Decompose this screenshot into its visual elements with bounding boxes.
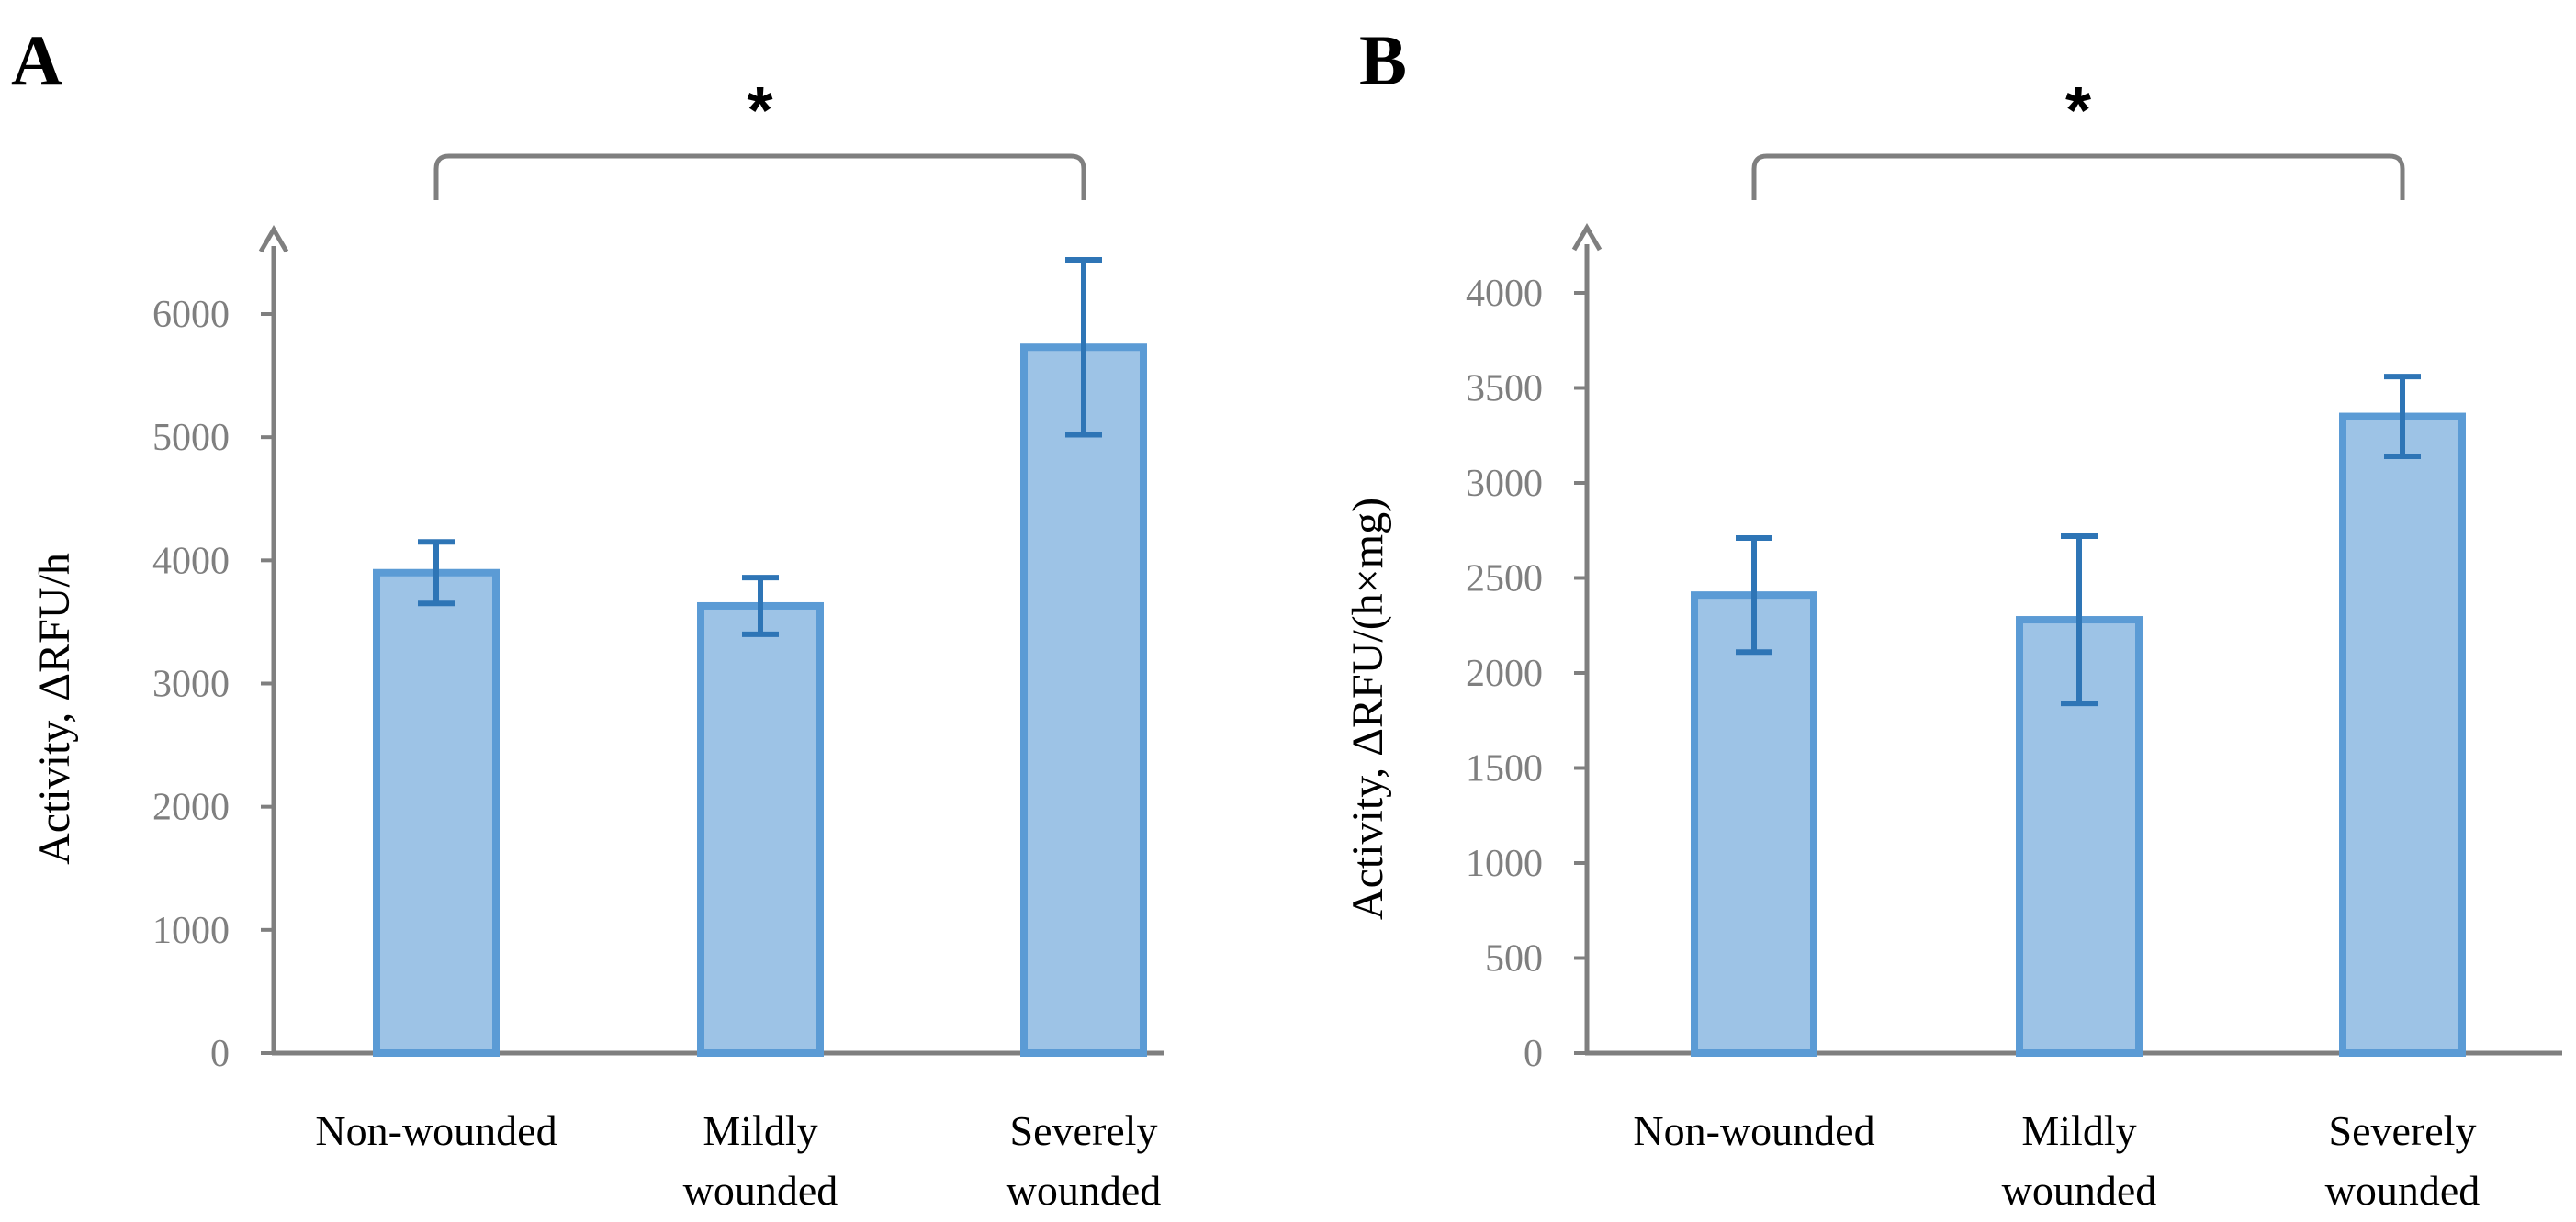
y-tick-label: 5000 [152,417,230,459]
category-label: Severely [1010,1107,1158,1154]
category-label: Non-wounded [315,1107,557,1154]
y-tick-label: 6000 [152,294,230,336]
bar [373,568,500,1057]
y-tick-label: 500 [1485,938,1543,981]
y-tick-label: 0 [1524,1033,1543,1075]
bar [1020,343,1147,1058]
y-tick-label: 0 [210,1033,230,1075]
y-tick-label: 3000 [1466,463,1543,505]
y-tick-label: 4000 [152,540,230,582]
y-tick-label: 4000 [1466,273,1543,315]
y-axis-title: Activity, ΔRFU/h [30,553,79,865]
bar [2339,412,2466,1057]
y-tick-label: 3000 [152,664,230,706]
bar [1691,591,1817,1057]
panel-label: B [1359,20,1407,100]
category-label: wounded [1007,1167,1162,1214]
y-tick-label: 1000 [1466,843,1543,885]
significance-bracket [433,153,1086,200]
category-label: Severely [2329,1107,2477,1154]
y-axis-title: Activity, ΔRFU/(h×mg) [1344,498,1392,920]
category-label: Mildly [703,1107,817,1154]
chart-panel-b: B 0 500 1000 1500 2000 2500 3000 3500 4000 Activit… [1344,20,2562,1214]
y-tick-label: 2000 [152,787,230,829]
category-label: wounded [2325,1167,2480,1214]
y-tick-label: 2000 [1466,653,1543,695]
category-label: Mildly [2021,1107,2136,1154]
category-label: wounded [683,1167,838,1214]
y-tick-label: 1000 [152,910,230,952]
y-tick-label: 2500 [1466,558,1543,600]
panel-label: A [11,20,62,100]
bar [697,601,824,1057]
category-label: Non-wounded [1633,1107,1874,1154]
category-label: wounded [2002,1167,2157,1214]
y-tick-label: 1500 [1466,748,1543,790]
y-axis-arrow-icon [258,225,289,253]
y-axis-arrow-icon [1571,223,1603,252]
significance-bracket [1751,153,2405,200]
y-tick-label: 3500 [1466,368,1543,410]
significance-star: * [2065,74,2091,148]
chart-panel-a: A 0 1000 2000 3000 4000 5000 6000 Activity, ΔRFU… [11,20,1164,1214]
significance-star: * [747,74,772,148]
